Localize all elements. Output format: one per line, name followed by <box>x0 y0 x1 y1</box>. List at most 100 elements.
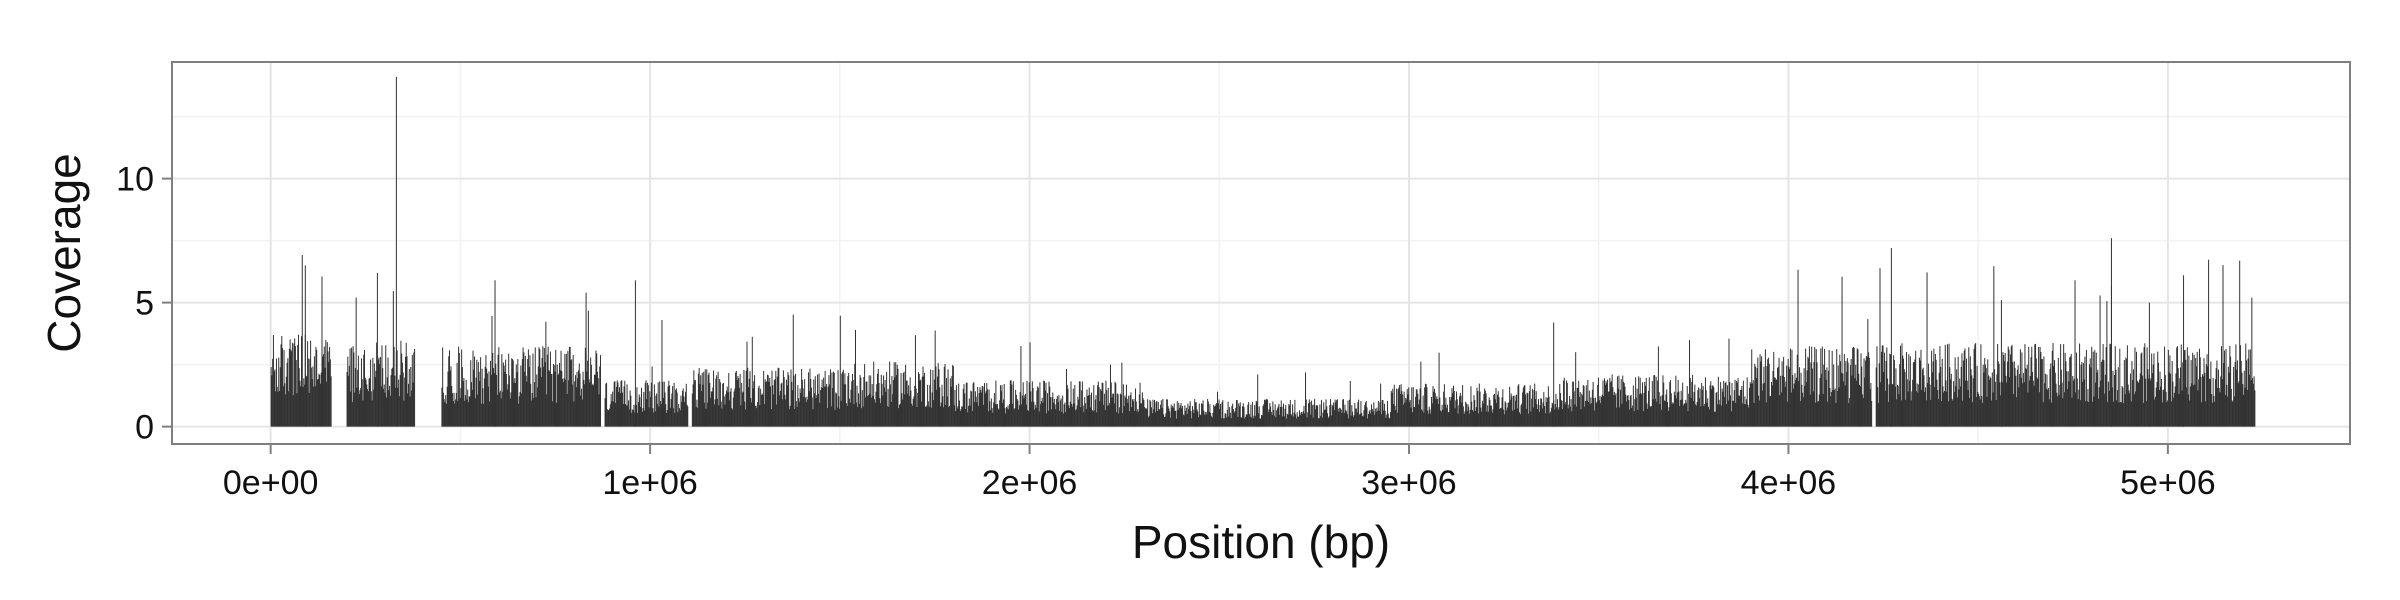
coverage-bar <box>645 380 647 427</box>
coverage-bar <box>615 386 617 427</box>
coverage-bar <box>917 392 919 427</box>
coverage-bar <box>789 405 791 427</box>
coverage-bar <box>1484 388 1486 427</box>
coverage-peak-bar <box>854 329 856 427</box>
coverage-bar <box>507 384 509 427</box>
coverage-bar <box>294 338 296 427</box>
coverage-bar <box>1434 392 1436 427</box>
coverage-bar <box>1217 403 1219 427</box>
coverage-bar <box>842 371 844 427</box>
coverage-bar <box>744 409 746 427</box>
coverage-bar <box>1599 396 1601 427</box>
coverage-bar <box>1581 393 1583 427</box>
coverage-bar <box>1267 411 1269 427</box>
coverage-bar <box>1649 406 1651 427</box>
coverage-bar <box>1634 399 1636 427</box>
coverage-bar <box>1122 413 1124 427</box>
coverage-bar <box>1382 400 1384 427</box>
coverage-bar <box>372 357 374 427</box>
coverage-bar <box>838 396 840 427</box>
coverage-bar <box>1463 413 1465 427</box>
coverage-bar <box>1660 396 1662 427</box>
coverage-bar <box>1651 406 1653 427</box>
coverage-bar <box>323 354 325 427</box>
coverage-bar <box>1925 400 1927 427</box>
coverage-bar <box>2086 401 2088 427</box>
coverage-bar <box>936 376 938 427</box>
coverage-bar <box>1446 404 1448 427</box>
coverage-bar <box>1188 409 1190 427</box>
coverage-bar <box>2084 356 2086 427</box>
coverage-bar <box>1461 402 1463 427</box>
coverage-bar <box>945 404 947 427</box>
coverage-bar <box>1144 408 1146 427</box>
coverage-bar <box>2249 349 2251 427</box>
coverage-bar <box>1682 382 1684 427</box>
coverage-bar <box>481 368 483 427</box>
coverage-bar <box>538 347 540 427</box>
coverage-bar <box>1012 404 1014 427</box>
coverage-bar <box>1787 358 1789 427</box>
coverage-bar <box>1950 373 1952 427</box>
coverage-bar <box>2208 259 2210 427</box>
coverage-bar <box>1827 370 1829 427</box>
coverage-bar <box>305 376 307 427</box>
coverage-bar <box>1223 418 1225 427</box>
coverage-bar <box>2137 381 2139 427</box>
coverage-bar <box>810 387 812 427</box>
coverage-bar <box>1845 360 1847 427</box>
coverage-bar <box>1286 418 1288 427</box>
coverage-bar <box>1547 397 1549 427</box>
coverage-bar <box>544 362 546 427</box>
coverage-bar <box>1979 399 1981 427</box>
coverage-bar <box>937 363 939 427</box>
coverage-bar <box>2048 399 2050 427</box>
coverage-bar <box>1287 414 1289 427</box>
coverage-bar <box>875 391 877 427</box>
coverage-bar <box>1333 402 1335 427</box>
coverage-bar <box>279 367 281 427</box>
coverage-bar <box>813 379 815 427</box>
coverage-bar <box>1198 417 1200 427</box>
coverage-bar <box>1942 386 1944 427</box>
coverage-bar <box>381 345 383 427</box>
coverage-bar <box>1490 405 1492 427</box>
coverage-bar <box>1290 413 1292 427</box>
coverage-bar <box>1192 409 1194 427</box>
coverage-bar <box>791 381 793 427</box>
coverage-bar <box>1022 382 1024 427</box>
coverage-bar <box>283 350 285 427</box>
coverage-bar <box>2091 346 2093 427</box>
coverage-bar <box>666 409 668 427</box>
coverage-bar <box>1814 347 1816 427</box>
coverage-bar <box>770 409 772 427</box>
coverage-bar <box>294 346 296 427</box>
coverage-bar <box>1535 391 1537 427</box>
coverage-bar <box>1522 392 1524 427</box>
coverage-bar <box>319 374 321 427</box>
coverage-bar <box>330 376 332 427</box>
coverage-bar <box>957 406 959 427</box>
coverage-bar <box>2113 401 2115 427</box>
coverage-bar <box>606 409 608 427</box>
coverage-bar <box>1034 409 1036 427</box>
coverage-bar <box>861 390 863 427</box>
coverage-bar <box>1770 395 1772 427</box>
coverage-bar <box>1666 389 1668 427</box>
coverage-bar <box>1566 380 1568 427</box>
coverage-bar <box>373 389 375 427</box>
coverage-bar <box>824 370 826 427</box>
coverage-bar <box>1149 399 1151 427</box>
coverage-peak-bar <box>376 272 378 427</box>
coverage-bar <box>1323 409 1325 427</box>
coverage-bar <box>1731 383 1733 427</box>
coverage-bar <box>963 384 965 427</box>
coverage-bar <box>2118 402 2120 427</box>
coverage-bar <box>989 401 991 427</box>
coverage-bar <box>746 341 748 427</box>
coverage-bar <box>1295 418 1297 427</box>
coverage-bar <box>807 399 809 427</box>
coverage-bar <box>1066 384 1068 427</box>
coverage-bar <box>1200 415 1202 427</box>
coverage-bar <box>1667 410 1669 427</box>
